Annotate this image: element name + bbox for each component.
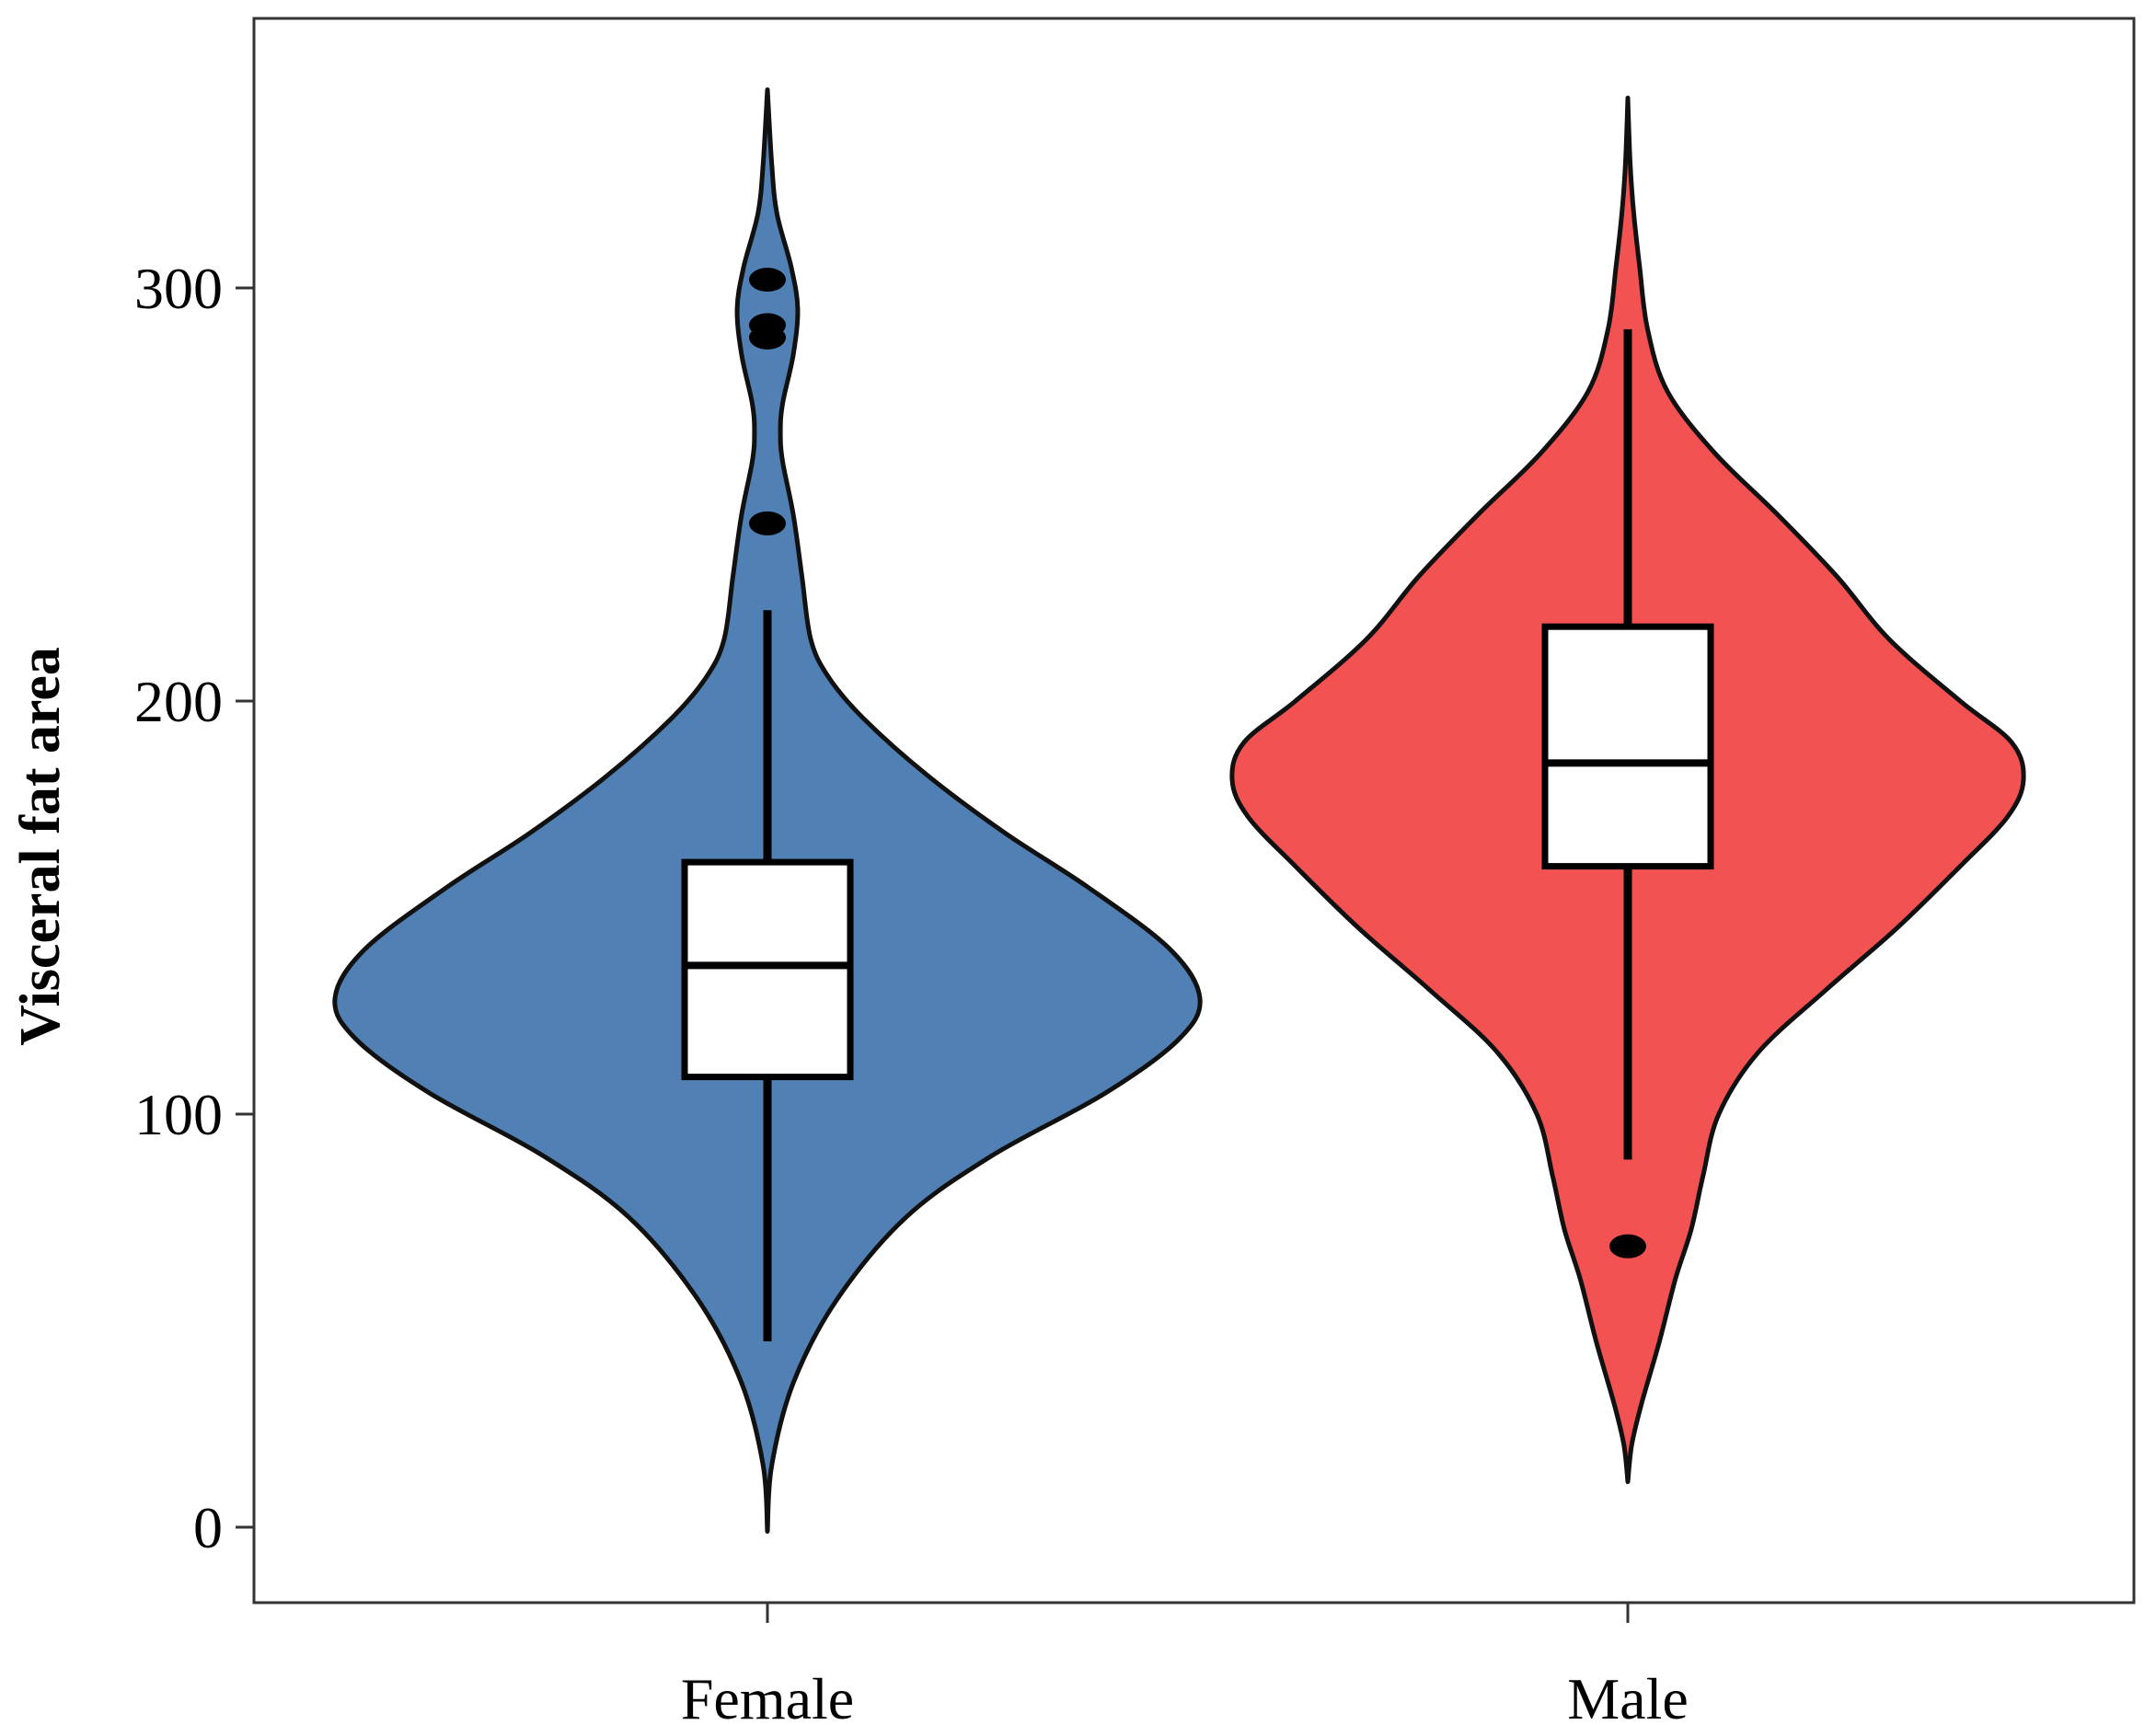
outlier-point [1609, 1234, 1646, 1259]
violin-group-female [332, 87, 1203, 1534]
violins-layer [332, 87, 2026, 1534]
y-tick-label: 200 [134, 669, 223, 734]
x-tick-label-male: Male [1567, 1666, 1689, 1725]
y-tick-label: 300 [134, 256, 223, 321]
violin-group-male [1229, 96, 2026, 1485]
y-tick-label: 100 [134, 1082, 223, 1147]
outlier-point [749, 511, 786, 535]
box-iqr [1541, 623, 1714, 870]
y-axis-title: Visceral fat area [9, 647, 72, 1046]
box-iqr [681, 858, 854, 1081]
x-tick-label-female: Female [681, 1666, 854, 1725]
outlier-point [749, 313, 786, 338]
y-axis-ticks: 0 100 200 300 [134, 256, 254, 1560]
x-axis-ticks: Female Male [681, 1603, 1689, 1725]
y-tick-label: 0 [193, 1495, 223, 1560]
outlier-point [749, 268, 786, 293]
